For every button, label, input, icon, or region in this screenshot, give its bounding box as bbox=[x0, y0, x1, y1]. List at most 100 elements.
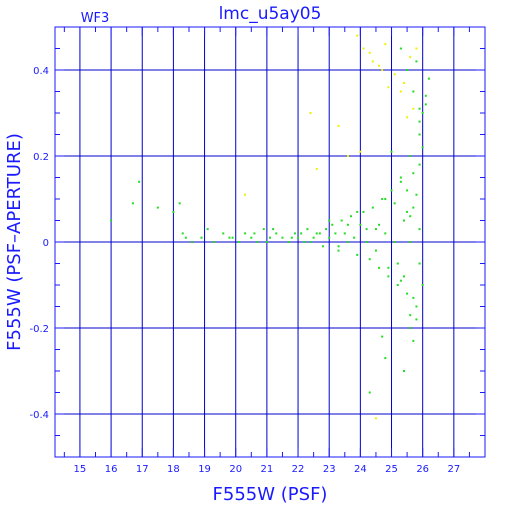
data-point bbox=[415, 305, 418, 308]
data-point bbox=[406, 69, 409, 71]
data-point bbox=[412, 90, 415, 93]
data-point bbox=[406, 210, 409, 213]
data-point bbox=[253, 232, 256, 235]
data-point bbox=[396, 284, 399, 286]
data-point bbox=[421, 112, 424, 114]
x-tick-label: 20 bbox=[229, 464, 242, 475]
data-point bbox=[346, 223, 349, 226]
data-point bbox=[409, 314, 412, 317]
data-point bbox=[315, 167, 318, 170]
data-point bbox=[110, 219, 113, 222]
data-point bbox=[206, 228, 209, 231]
data-point bbox=[412, 107, 415, 110]
data-point bbox=[374, 249, 377, 252]
data-point bbox=[387, 275, 390, 278]
data-point bbox=[378, 266, 381, 269]
data-point bbox=[399, 47, 402, 50]
data-point bbox=[290, 236, 293, 239]
data-point bbox=[228, 236, 231, 239]
data-point bbox=[412, 296, 415, 299]
data-point bbox=[421, 284, 424, 286]
data-point bbox=[368, 258, 371, 261]
data-point bbox=[412, 172, 415, 175]
data-point bbox=[418, 120, 421, 123]
data-point bbox=[297, 236, 300, 239]
data-point bbox=[368, 51, 371, 54]
data-point bbox=[390, 150, 393, 153]
data-point bbox=[406, 189, 409, 192]
data-point bbox=[222, 232, 225, 235]
data-point bbox=[418, 107, 421, 110]
grid-lines bbox=[55, 27, 485, 457]
data-point bbox=[418, 163, 421, 166]
data-point bbox=[421, 146, 424, 149]
data-point bbox=[362, 47, 365, 50]
data-point bbox=[387, 86, 390, 89]
y-tick-label: -0.4 bbox=[29, 410, 49, 421]
y-tick-label: 0 bbox=[43, 238, 49, 249]
data-point bbox=[396, 262, 399, 265]
y-axis-label: F555W (PSF–APERTURE) bbox=[4, 133, 25, 351]
x-tick-labels: 15 16 17 18 19 20 21 22 23 24 25 26 27 bbox=[74, 464, 461, 475]
data-point bbox=[131, 202, 134, 205]
data-point bbox=[393, 73, 396, 76]
data-point bbox=[356, 34, 359, 37]
data-point bbox=[359, 223, 362, 226]
data-point bbox=[371, 60, 374, 63]
x-tick-label: 22 bbox=[292, 464, 305, 475]
x-axis-label: F555W (PSF) bbox=[213, 484, 328, 505]
data-point bbox=[365, 228, 368, 231]
x-tick-label: 25 bbox=[385, 464, 398, 475]
data-point bbox=[269, 236, 271, 239]
data-point bbox=[412, 206, 415, 209]
data-point bbox=[427, 77, 430, 80]
data-point bbox=[409, 155, 412, 157]
data-point bbox=[328, 236, 331, 239]
x-tick-label: 27 bbox=[447, 464, 460, 475]
y-tick-label: -0.2 bbox=[29, 324, 49, 335]
data-point bbox=[409, 56, 412, 59]
data-point bbox=[374, 228, 377, 231]
data-point bbox=[265, 241, 268, 243]
data-point bbox=[309, 241, 312, 243]
data-point bbox=[415, 47, 418, 50]
x-tick-label: 21 bbox=[261, 464, 274, 475]
data-point bbox=[262, 228, 265, 231]
data-point bbox=[306, 228, 309, 231]
y-tick-label: 0.2 bbox=[33, 152, 49, 163]
data-point bbox=[381, 335, 384, 338]
data-point bbox=[406, 116, 409, 119]
data-point bbox=[200, 236, 203, 239]
data-point bbox=[343, 232, 346, 235]
x-tick-label: 18 bbox=[167, 464, 180, 475]
data-point bbox=[309, 112, 312, 114]
data-point bbox=[256, 241, 259, 243]
data-point bbox=[384, 232, 387, 235]
panel-label: WF3 bbox=[81, 11, 110, 26]
tick-marks bbox=[55, 26, 486, 458]
data-point bbox=[328, 219, 331, 222]
data-point bbox=[399, 180, 402, 183]
data-point bbox=[244, 232, 247, 235]
data-point bbox=[356, 210, 359, 213]
data-point bbox=[368, 391, 371, 394]
data-point bbox=[424, 103, 427, 106]
data-point bbox=[272, 228, 275, 231]
data-points bbox=[110, 34, 430, 420]
data-point bbox=[399, 279, 402, 282]
x-tick-label: 26 bbox=[416, 464, 429, 475]
data-point bbox=[156, 206, 159, 209]
data-point bbox=[418, 228, 421, 231]
data-point bbox=[312, 236, 315, 239]
data-point bbox=[337, 124, 340, 127]
data-point bbox=[381, 198, 384, 200]
data-point bbox=[275, 232, 278, 235]
data-point bbox=[409, 241, 412, 243]
data-point bbox=[365, 241, 368, 243]
data-point bbox=[191, 241, 194, 243]
data-point bbox=[418, 133, 421, 136]
data-point bbox=[231, 236, 234, 239]
y-tick-label: 0.4 bbox=[33, 66, 49, 77]
data-point bbox=[409, 215, 412, 218]
x-tick-label: 23 bbox=[323, 464, 336, 475]
